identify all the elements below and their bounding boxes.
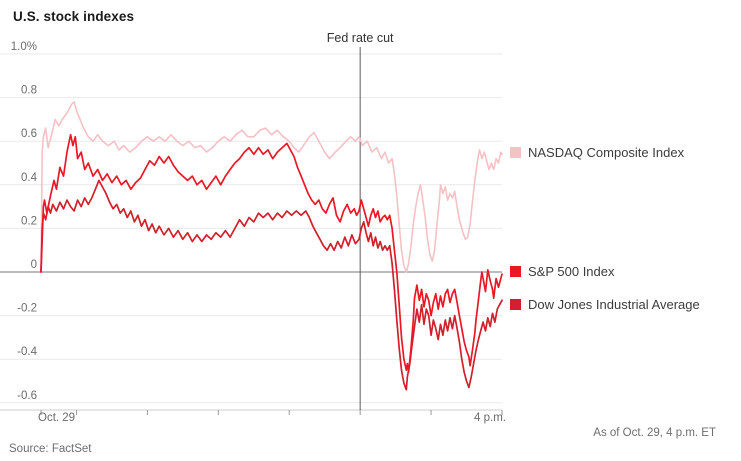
dow-legend-label: Dow Jones Industrial Average: [528, 297, 700, 312]
as-of-timestamp: As of Oct. 29, 4 p.m. ET: [593, 427, 716, 439]
series-line-sp500: [40, 133, 503, 374]
sp500-legend-label: S&P 500 Index: [528, 264, 615, 279]
x-axis-end-label: 4 p.m.: [474, 412, 506, 424]
legend-item-dow: Dow Jones Industrial Average: [510, 297, 700, 312]
series-line-dow: [40, 179, 503, 391]
nasdaq-legend-swatch: [510, 147, 521, 158]
y-axis-tick-label: 0.8: [21, 85, 37, 97]
legend-item-nasdaq: NASDAQ Composite Index: [510, 145, 684, 160]
chart-title: U.S. stock indexes: [13, 9, 135, 24]
y-axis-tick-label: -0.6: [17, 390, 37, 402]
y-axis-tick-label: 1.0%: [11, 41, 37, 53]
source-credit: Source: FactSet: [9, 443, 92, 455]
y-axis-tick-label: 0.2: [21, 215, 37, 227]
fed-rate-cut-annotation: Fed rate cut: [326, 31, 394, 45]
series-line-nasdaq: [40, 101, 503, 273]
y-axis-tick-label: 0.4: [21, 172, 38, 184]
y-axis-tick-label: 0: [31, 259, 37, 271]
y-axis-tick-label: -0.2: [17, 303, 37, 315]
sp500-legend-swatch: [510, 266, 521, 277]
x-axis-start-label: Oct. 29: [38, 412, 76, 424]
dow-legend-swatch: [510, 299, 521, 310]
y-axis-tick-label: -0.4: [17, 346, 37, 358]
nasdaq-legend-label: NASDAQ Composite Index: [528, 145, 685, 160]
legend-item-sp500: S&P 500 Index: [510, 264, 615, 279]
y-axis-tick-label: 0.6: [21, 128, 37, 140]
